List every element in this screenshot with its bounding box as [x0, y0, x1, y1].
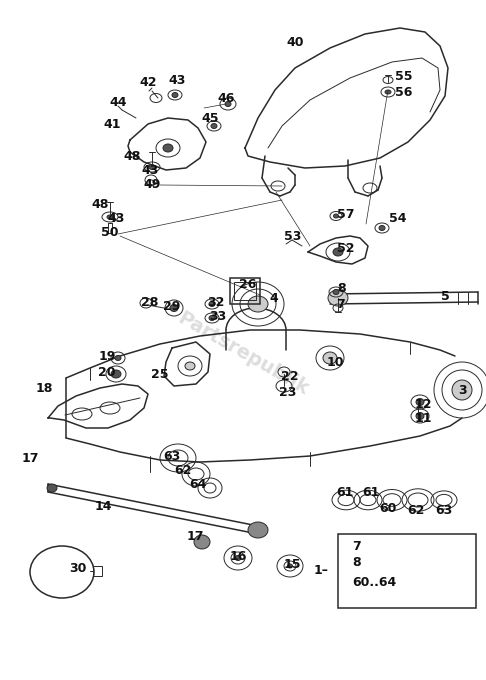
Text: 61: 61	[336, 486, 354, 498]
Ellipse shape	[328, 290, 348, 306]
Text: 48: 48	[123, 150, 140, 163]
Ellipse shape	[333, 214, 339, 218]
Text: 50: 50	[101, 226, 119, 239]
Ellipse shape	[107, 215, 113, 219]
Bar	[234, 282, 256, 300]
Text: 12: 12	[414, 398, 432, 411]
Text: 57: 57	[337, 207, 355, 220]
Text: 3: 3	[458, 384, 466, 396]
Ellipse shape	[288, 564, 293, 568]
Text: 45: 45	[201, 112, 219, 124]
Ellipse shape	[248, 296, 268, 312]
Ellipse shape	[248, 522, 268, 538]
Text: 60..64: 60..64	[352, 575, 396, 588]
Text: 14: 14	[94, 500, 112, 513]
Text: 43: 43	[107, 211, 125, 224]
Ellipse shape	[385, 90, 391, 94]
Text: 15: 15	[283, 558, 301, 571]
Text: 42: 42	[139, 75, 157, 88]
Ellipse shape	[416, 413, 424, 420]
Bar	[93, 566, 102, 576]
Ellipse shape	[170, 305, 178, 311]
Text: 33: 33	[209, 309, 226, 322]
Text: 64: 64	[190, 477, 207, 490]
Text: 44: 44	[109, 95, 127, 109]
Text: 49: 49	[143, 177, 161, 190]
Ellipse shape	[323, 352, 337, 364]
Bar	[338, 534, 476, 608]
Ellipse shape	[333, 290, 339, 294]
Text: 28: 28	[141, 296, 159, 309]
Text: 53: 53	[284, 230, 302, 243]
Text: 48: 48	[91, 197, 109, 211]
Text: 23: 23	[279, 386, 296, 398]
Text: 61: 61	[362, 486, 380, 498]
Text: 30: 30	[69, 562, 87, 575]
Ellipse shape	[209, 316, 215, 320]
Text: 4: 4	[270, 292, 278, 305]
Text: 18: 18	[35, 381, 52, 394]
Text: 8: 8	[352, 556, 361, 568]
Ellipse shape	[225, 101, 231, 107]
Text: 63: 63	[163, 449, 181, 462]
Ellipse shape	[149, 165, 155, 169]
Text: 60: 60	[379, 502, 397, 515]
Text: 25: 25	[151, 367, 169, 381]
Ellipse shape	[185, 362, 195, 370]
Text: 63: 63	[435, 503, 452, 517]
Text: 11: 11	[414, 411, 432, 424]
Ellipse shape	[172, 92, 178, 97]
Text: 19: 19	[98, 350, 116, 362]
Text: 17: 17	[186, 530, 204, 543]
Text: 17: 17	[21, 452, 39, 464]
Text: Partsrepublik: Partsrepublik	[174, 308, 312, 399]
Text: 52: 52	[337, 241, 355, 254]
Text: 54: 54	[389, 211, 407, 224]
Text: 7: 7	[336, 298, 345, 311]
Text: 20: 20	[98, 366, 116, 379]
Text: 56: 56	[395, 86, 413, 99]
Ellipse shape	[47, 484, 57, 492]
Text: 26: 26	[239, 277, 257, 290]
Text: 22: 22	[281, 369, 299, 382]
Ellipse shape	[452, 380, 472, 400]
Text: 1–: 1–	[313, 564, 328, 577]
Ellipse shape	[211, 124, 217, 129]
Bar	[230, 278, 260, 304]
Text: 8: 8	[338, 282, 347, 294]
Ellipse shape	[209, 301, 215, 307]
Ellipse shape	[194, 535, 210, 549]
Text: 40: 40	[286, 35, 304, 48]
Ellipse shape	[111, 370, 121, 378]
Text: 10: 10	[326, 356, 344, 369]
Ellipse shape	[115, 356, 121, 360]
Text: 55: 55	[395, 69, 413, 82]
Text: 7: 7	[352, 539, 361, 552]
Text: 62: 62	[407, 503, 425, 517]
Text: 41: 41	[103, 118, 121, 131]
Text: 43: 43	[168, 73, 186, 86]
Text: 16: 16	[229, 549, 247, 562]
Ellipse shape	[163, 144, 173, 152]
Ellipse shape	[333, 248, 343, 256]
Ellipse shape	[235, 556, 241, 560]
Text: 32: 32	[208, 296, 225, 309]
Ellipse shape	[379, 226, 385, 231]
Text: 46: 46	[217, 92, 235, 105]
Text: 29: 29	[163, 299, 181, 313]
Text: 43: 43	[141, 163, 159, 177]
Text: 5: 5	[441, 290, 450, 303]
Text: 62: 62	[174, 464, 191, 477]
Ellipse shape	[416, 398, 424, 405]
